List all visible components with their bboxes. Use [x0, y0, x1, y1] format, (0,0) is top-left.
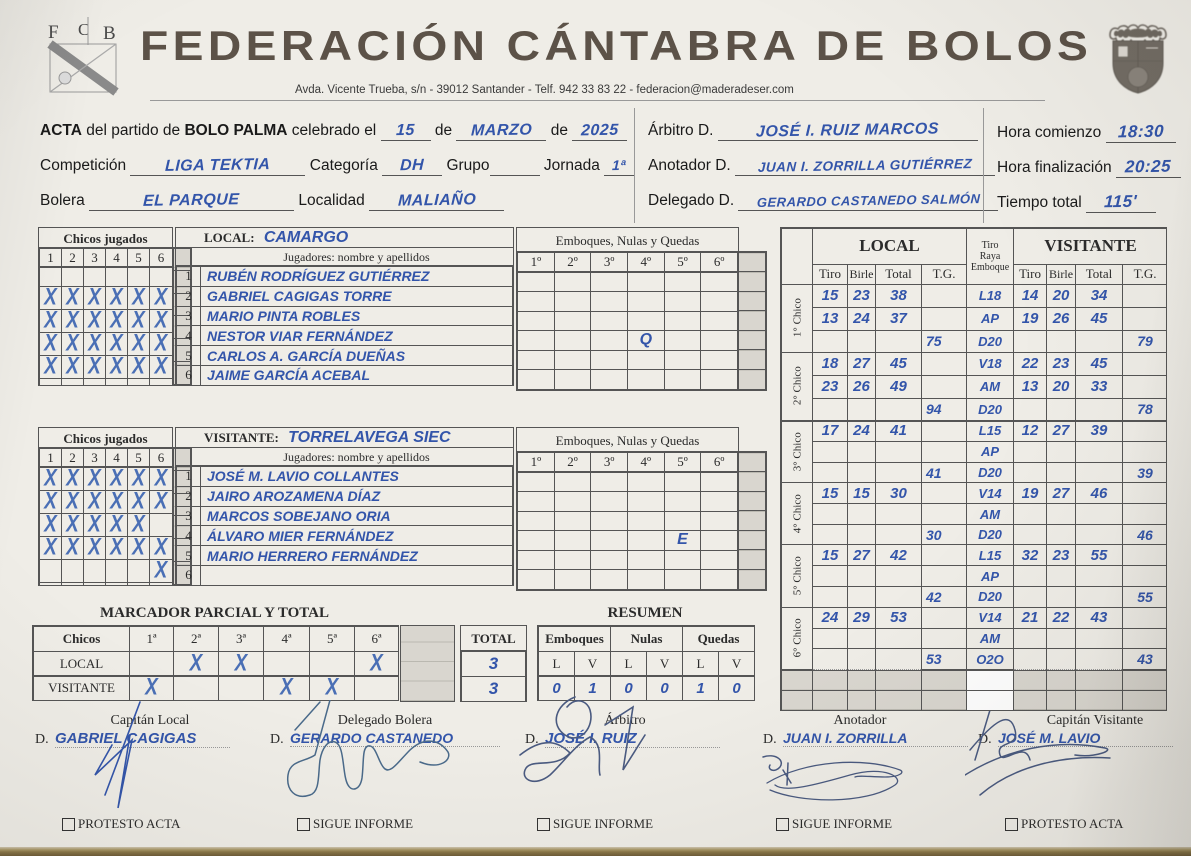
svg-text:B: B	[103, 23, 116, 44]
svg-text:F: F	[48, 22, 59, 43]
